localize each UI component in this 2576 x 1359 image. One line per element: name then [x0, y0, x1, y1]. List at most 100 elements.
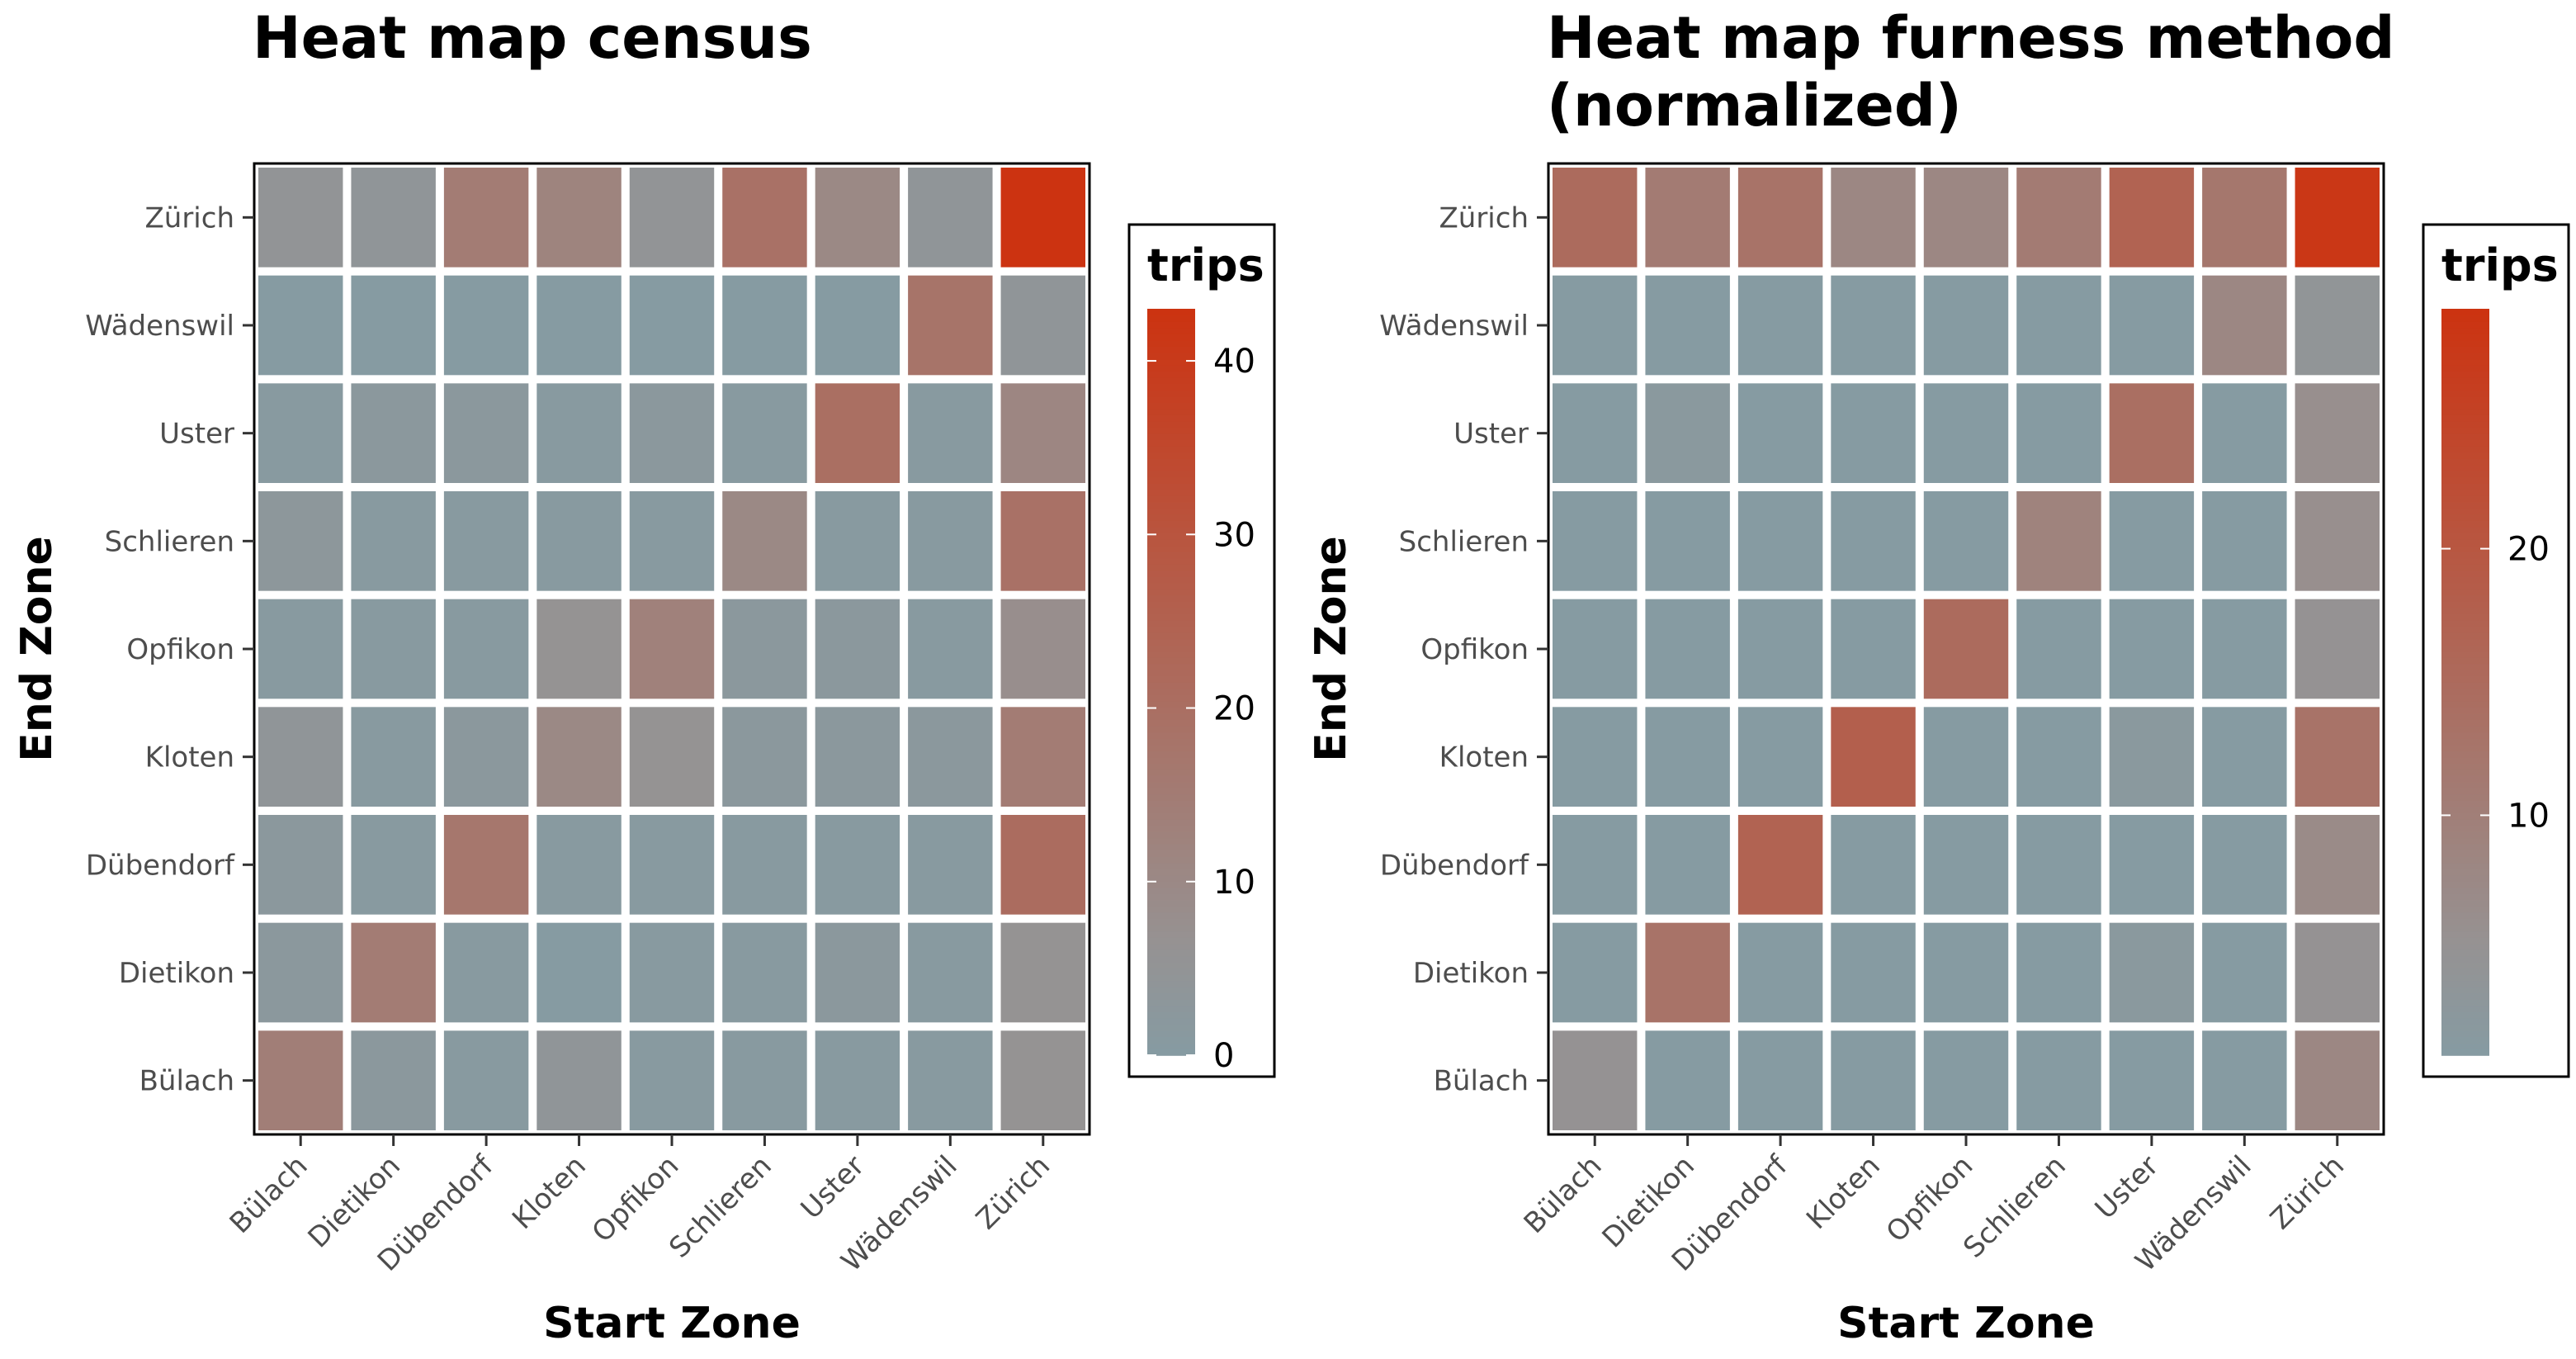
- legend-gradient-strip: [1147, 955, 1195, 963]
- legend-gradient-strip: [1147, 1005, 1195, 1013]
- legend-gradient-strip: [1147, 918, 1195, 926]
- legend-gradient-strip: [2441, 476, 2489, 484]
- legend-gradient-strip: [2441, 843, 2489, 851]
- heatmap-cell: Zürich → Kloten: 13: [2295, 707, 2380, 807]
- legend-gradient-strip: [1147, 557, 1195, 565]
- y-tick-label: Schlieren: [1399, 525, 1529, 558]
- heatmap-cell: Schlieren → Wädenswil: 1: [2016, 275, 2101, 376]
- legend-gradient-strip: [1147, 719, 1195, 727]
- legend-gradient-strip: [1147, 452, 1195, 459]
- heatmap-cell: Dübendorf → Kloten: 2: [443, 707, 529, 807]
- y-tick-label: Wädenswil: [85, 310, 234, 343]
- legend-gradient-strip: [1147, 495, 1195, 503]
- legend-gradient-strip: [2441, 713, 2489, 720]
- legend-gradient-strip: [1147, 737, 1195, 746]
- legend-gradient-strip: [1147, 806, 1195, 813]
- heatmap-cell: Schlieren → Uster: 1: [2016, 383, 2101, 483]
- heatmap-cell: Schlieren → Dietikon: 1: [722, 922, 807, 1023]
- legend-gradient-strip: [1147, 750, 1195, 758]
- heatmap-cell: Kloten → Schlieren: 1: [536, 491, 622, 591]
- legend-gradient-strip: [1147, 756, 1195, 764]
- legend-gradient-strip: [2441, 383, 2489, 391]
- heatmap-cell: Opfikon → Opfikon: 13: [629, 599, 715, 699]
- legend-tick-label: 30: [1213, 516, 1255, 554]
- heatmap-cell: Zürich → Dietikon: 6: [1000, 922, 1085, 1023]
- heatmap-cell: Kloten → Uster: 1: [1831, 383, 1916, 483]
- heatmap-cell: Wädenswil → Bülach: 1: [2202, 1030, 2287, 1130]
- x-tick-label: Schlieren: [1957, 1149, 2073, 1265]
- legend-gradient-strip: [2441, 594, 2489, 602]
- legend-gradient-strip: [1147, 545, 1195, 552]
- legend-gradient-strip: [2441, 992, 2489, 1000]
- legend-gradient-strip: [1147, 899, 1195, 907]
- heatmap-cell: Dietikon → Kloten: 1: [1645, 707, 1730, 807]
- legend-gradient-strip: [2441, 315, 2489, 322]
- heatmap-cell: Wädenswil → Bülach: 1: [908, 1030, 993, 1130]
- y-tick-label: Bülach: [1434, 1065, 1529, 1098]
- legend-gradient-strip: [2441, 762, 2489, 770]
- heatmap-cell: Opfikon → Schlieren: 1: [629, 491, 715, 591]
- heatmap-cell: Schlieren → Kloten: 2: [722, 707, 807, 807]
- heatmap-cell: Opfikon → Bülach: 1: [1923, 1030, 2009, 1130]
- heatmap-cell: Dietikon → Kloten: 1: [351, 707, 436, 807]
- heatmap-cell: Schlieren → Opfikon: 2: [722, 599, 807, 699]
- legend-gradient-strip: [2441, 508, 2489, 515]
- legend-gradient-strip: [2441, 309, 2489, 316]
- legend-gradient-strip: [1147, 651, 1195, 658]
- legend-gradient-strip: [2441, 445, 2489, 453]
- legend-gradient-strip: [2441, 899, 2489, 907]
- legend-gradient-strip: [2441, 1017, 2489, 1025]
- legend-gradient-strip: [1147, 563, 1195, 571]
- y-tick-label: Dietikon: [119, 957, 234, 990]
- heatmap-cell: Schlieren → Dübendorf: 1: [722, 815, 807, 915]
- legend-gradient-strip: [1147, 837, 1195, 845]
- heatmap-cell: Kloten → Uster: 1: [536, 383, 622, 483]
- heatmap-cell: Wädenswil → Wädenswil: 8: [2202, 275, 2287, 376]
- heatmap-cell: Uster → Bülach: 1: [815, 1030, 900, 1130]
- legend-gradient-strip: [2441, 352, 2489, 360]
- legend-gradient-strip: [2441, 371, 2489, 378]
- legend-gradient-strip: [1147, 843, 1195, 851]
- heatmap-cell: Zürich → Dietikon: 5: [2295, 922, 2380, 1023]
- legend-gradient-strip: [1147, 694, 1195, 702]
- legend-gradient-strip: [2441, 806, 2489, 813]
- heatmap-cell: Schlieren → Zürich: 11: [2016, 168, 2101, 268]
- legend-gradient-strip: [1147, 514, 1195, 521]
- legend-gradient-strip: [2441, 974, 2489, 982]
- legend-gradient-strip: [1147, 575, 1195, 584]
- legend-gradient-strip: [2441, 452, 2489, 459]
- legend-gradient-strip: [2441, 737, 2489, 746]
- heatmap-cell: Zürich → Bülach: 6: [1000, 1030, 1085, 1130]
- y-axis-title: End Zone: [12, 536, 62, 762]
- heatmap-cell: Dietikon → Dietikon: 15: [351, 922, 436, 1023]
- legend-gradient-strip: [1147, 408, 1195, 415]
- chart-title-line: Heat map census: [253, 4, 812, 72]
- legend-gradient-strip: [1147, 707, 1195, 714]
- heatmap-cell: Kloten → Wädenswil: 0: [536, 275, 622, 376]
- legend-gradient-strip: [1147, 395, 1195, 403]
- legend-gradient-strip: [1147, 582, 1195, 590]
- legend-gradient-strip: [2441, 533, 2489, 540]
- legend-gradient-strip: [1147, 309, 1195, 316]
- heatmap-cell: Uster → Uster: 20: [815, 383, 900, 483]
- legend-gradient-strip: [1147, 992, 1195, 1000]
- legend-gradient-strip: [2441, 538, 2489, 547]
- legend-gradient-strip: [1147, 402, 1195, 410]
- legend-gradient-strip: [1147, 936, 1195, 945]
- legend-gradient-strip: [2441, 874, 2489, 882]
- legend-gradient-strip: [2441, 893, 2489, 901]
- heatmap-cell: Wädenswil → Dübendorf: 1: [908, 815, 993, 915]
- heatmap-cell: Bülach → Opfikon: 1: [258, 599, 343, 699]
- heatmap-cell: Schlieren → Dietikon: 1: [2016, 922, 2101, 1023]
- legend-gradient-strip: [2441, 980, 2489, 987]
- heatmap-cell: Zürich → Wädenswil: 4: [2295, 275, 2380, 376]
- heatmap-cell: Zürich → Opfikon: 5: [2295, 599, 2380, 699]
- legend-gradient-strip: [1147, 855, 1195, 864]
- heatmap-cell: Schlieren → Bülach: 1: [722, 1030, 807, 1130]
- heatmap-cell: Opfikon → Dietikon: 1: [629, 922, 715, 1023]
- legend-gradient-strip: [1147, 974, 1195, 982]
- heatmap-cell: Dietikon → Dübendorf: 1: [351, 815, 436, 915]
- legend-gradient-strip: [2441, 955, 2489, 963]
